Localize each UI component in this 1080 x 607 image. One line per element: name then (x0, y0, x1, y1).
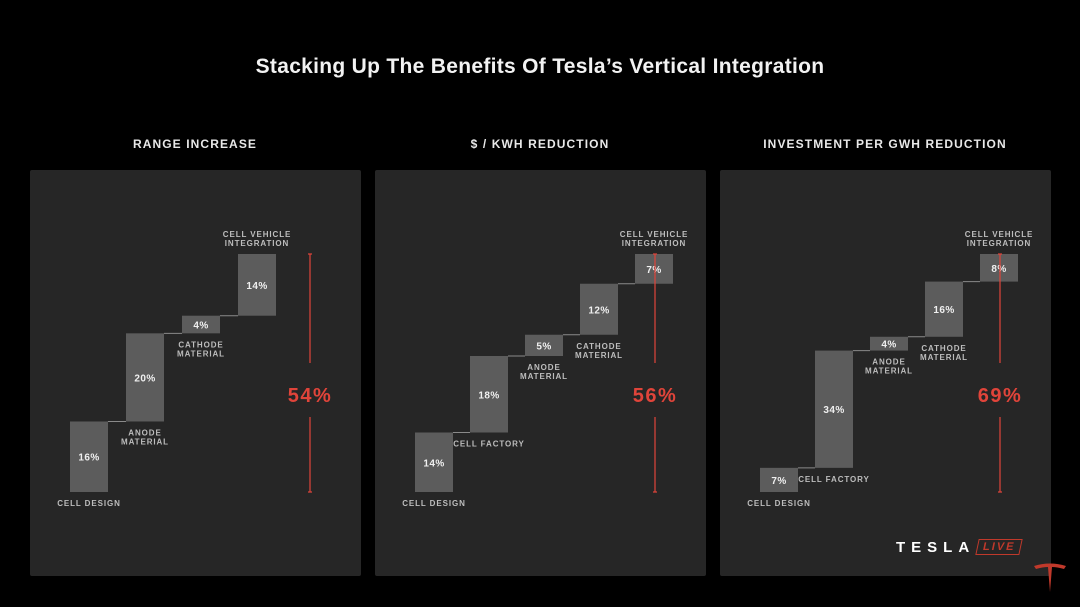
bar-value-label: 16% (78, 453, 99, 464)
panel-header-investment: INVESTMENT PER GWH REDUCTION (763, 137, 1007, 151)
bar-value-label: 14% (246, 281, 267, 292)
bar-value-label: 18% (478, 390, 499, 401)
waterfall-bar (870, 336, 908, 351)
bar-value-label: 12% (588, 305, 609, 316)
bar-value-label: 8% (991, 264, 1006, 275)
bar-value-label: 7% (646, 265, 661, 276)
waterfall-bar (238, 254, 276, 316)
page-title: Stacking Up The Benefits Of Tesla’s Vert… (255, 55, 825, 78)
category-label: ANODE MATERIAL (865, 358, 913, 376)
category-label: CELL FACTORY (798, 475, 870, 484)
total-label: 69% (978, 385, 1023, 407)
bar-value-label: 34% (823, 405, 844, 416)
waterfall-bar (470, 356, 508, 433)
waterfall-chart-range: 16% CELL DESIGN 20% ANODE MATERIAL 4% CATHODE M… (57, 230, 333, 508)
waterfall-bar (925, 281, 963, 337)
waterfall-bar (760, 467, 798, 492)
total-label: 54% (288, 385, 333, 407)
category-label: CELL DESIGN (402, 499, 466, 508)
category-label: CELL VEHICLE INTEGRATION (223, 230, 291, 248)
category-label: CELL DESIGN (747, 499, 811, 508)
panel-header-range: RANGE INCREASE (132, 137, 258, 151)
waterfall-chart-cost: 14% CELL DESIGN 18% CELL FACTORY 5% ANODE MATE… (402, 230, 688, 508)
waterfall-bar (980, 254, 1018, 282)
category-label: CELL FACTORY (453, 440, 525, 449)
chart-panel-investment: 7% CELL DESIGN 34% CELL FACTORY 4% ANODE MATER… (720, 170, 1051, 576)
category-label: ANODE MATERIAL (121, 428, 169, 446)
live-badge: LIVE (975, 539, 1024, 555)
category-label: CELL DESIGN (57, 499, 121, 508)
waterfall-bar (635, 254, 673, 284)
bar-value-label: 5% (536, 341, 551, 352)
tesla-wordmark: TESLA (896, 538, 976, 556)
total-label: 56% (633, 385, 678, 407)
waterfall-chart-investment: 7% CELL DESIGN 34% CELL FACTORY 4% ANODE MATER… (747, 230, 1033, 508)
category-label: CELL VEHICLE INTEGRATION (965, 230, 1033, 248)
bar-value-label: 20% (134, 373, 155, 384)
category-label: ANODE MATERIAL (520, 363, 568, 381)
category-label: CATHODE MATERIAL (575, 342, 623, 360)
waterfall-bar (70, 421, 108, 492)
tesla-live-logo: TESLA LIVE (896, 536, 1024, 558)
chart-panel-range: 16% CELL DESIGN 20% ANODE MATERIAL 4% CATHODE M… (30, 170, 361, 576)
bar-value-label: 16% (933, 305, 954, 316)
waterfall-bar (580, 283, 618, 335)
bar-value-label: 7% (771, 476, 786, 487)
bar-value-label: 4% (881, 340, 896, 351)
bar-value-label: 4% (193, 321, 208, 332)
waterfall-bar (415, 432, 453, 492)
category-label: CATHODE MATERIAL (177, 340, 225, 358)
waterfall-bar (525, 334, 563, 356)
waterfall-bar (126, 333, 164, 422)
panel-header-cost: $ / KWH REDUCTION (470, 137, 610, 151)
category-label: CATHODE MATERIAL (920, 344, 968, 362)
tesla-t-icon (1034, 563, 1066, 592)
bar-value-label: 14% (423, 458, 444, 469)
category-label: CELL VEHICLE INTEGRATION (620, 230, 688, 248)
waterfall-bar (815, 350, 853, 468)
waterfall-bar (182, 315, 220, 334)
chart-panel-cost: 14% CELL DESIGN 18% CELL FACTORY 5% ANODE MATE… (375, 170, 706, 576)
